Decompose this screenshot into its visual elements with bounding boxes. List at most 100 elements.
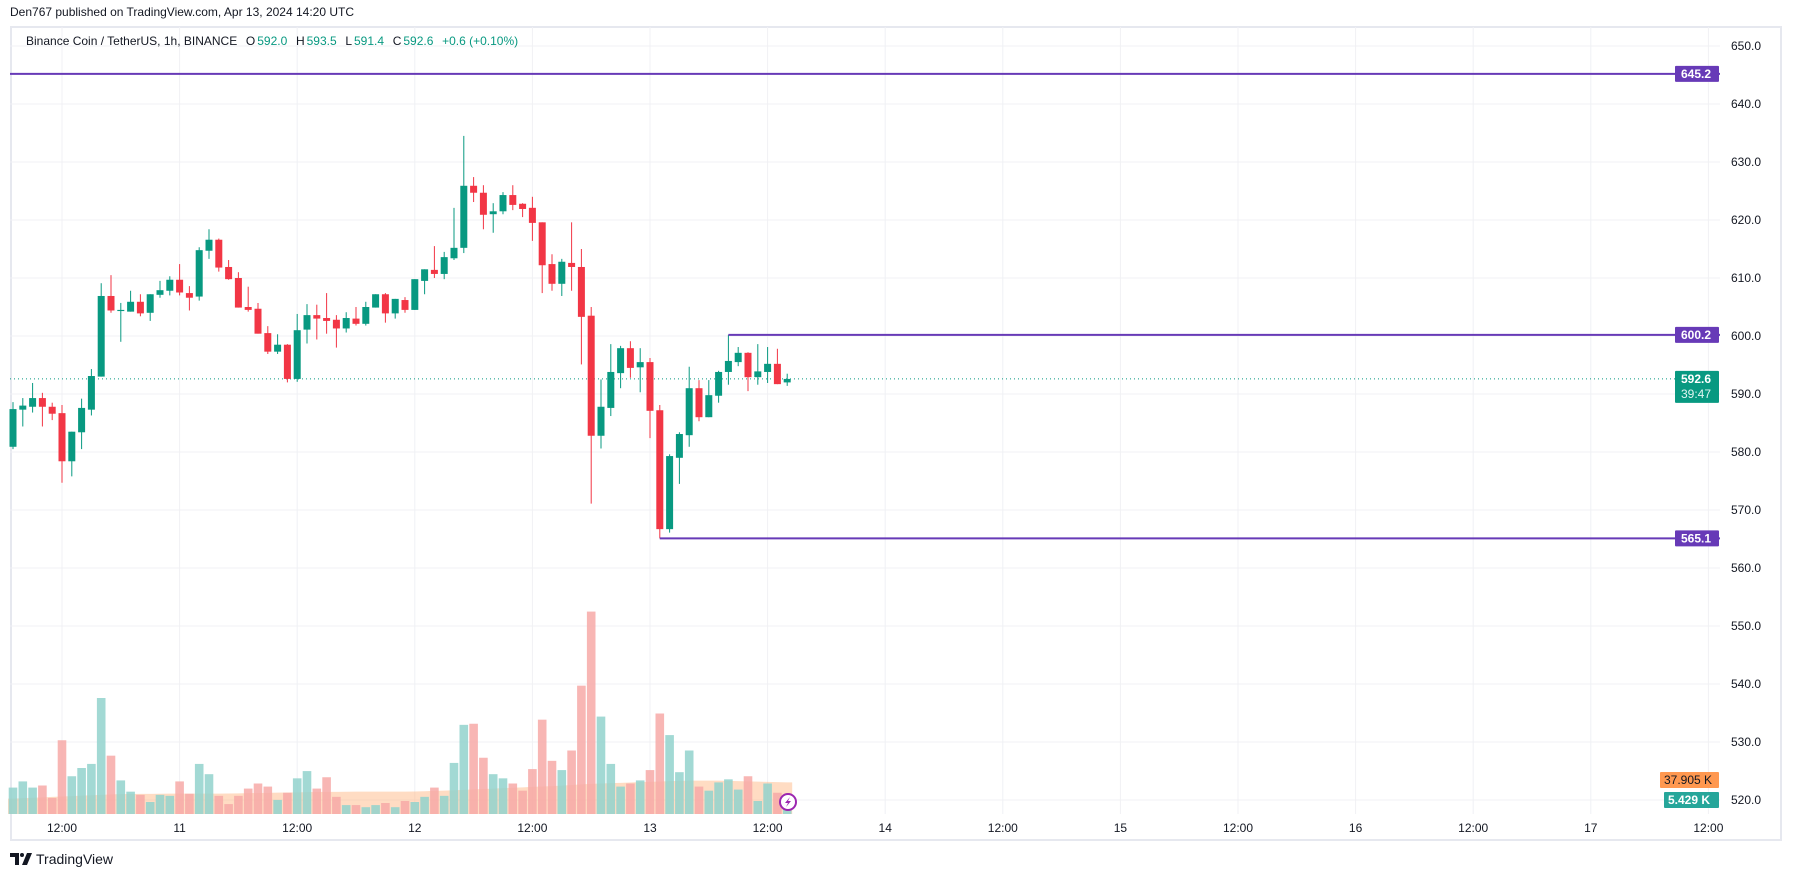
candle-down[interactable] — [587, 315, 595, 436]
candle-down[interactable] — [136, 301, 144, 314]
candle-down[interactable] — [381, 294, 389, 314]
candle-down[interactable] — [313, 315, 321, 319]
candle-up[interactable] — [783, 378, 791, 383]
candle-down[interactable] — [176, 279, 184, 293]
candle-down[interactable] — [626, 348, 634, 368]
tradingview-logo-icon — [10, 853, 32, 865]
candle-down[interactable] — [332, 319, 340, 329]
candle-up[interactable] — [754, 371, 762, 378]
volume-bar — [47, 797, 57, 814]
candle-up[interactable] — [675, 434, 683, 458]
candle-up[interactable] — [362, 307, 370, 324]
time-axis-label: 12:00 — [47, 821, 77, 835]
volume-bar — [381, 803, 390, 814]
candle-up[interactable] — [440, 257, 448, 274]
candle-down[interactable] — [38, 398, 46, 407]
candle-up[interactable] — [460, 185, 468, 248]
volume-bar — [547, 760, 557, 814]
candle-down[interactable] — [577, 266, 585, 317]
price-axis-label: 650.0 — [1731, 39, 1761, 53]
candle-down[interactable] — [107, 295, 115, 311]
candle-down[interactable] — [323, 318, 331, 321]
volume-bar — [567, 750, 576, 814]
candle-down[interactable] — [528, 207, 536, 223]
candle-up[interactable] — [734, 352, 742, 363]
candle-down[interactable] — [234, 278, 242, 308]
candle-up[interactable] — [156, 290, 164, 295]
candle-down[interactable] — [519, 203, 527, 209]
candle-up[interactable] — [68, 431, 76, 462]
candle-up[interactable] — [764, 363, 772, 372]
candle-down[interactable] — [264, 333, 272, 352]
candle-up[interactable] — [342, 318, 350, 329]
price-axis-label: 600.0 — [1731, 329, 1761, 343]
candle-up[interactable] — [450, 247, 458, 259]
candle-down[interactable] — [470, 185, 478, 193]
candle-down[interactable] — [185, 293, 193, 298]
candle-down[interactable] — [401, 300, 409, 310]
volume-bar — [449, 762, 459, 814]
symbol-title[interactable]: Binance Coin / TetherUS, 1h, BINANCE — [26, 34, 238, 48]
candle-up[interactable] — [411, 279, 419, 310]
candle-down[interactable] — [568, 262, 576, 267]
candle-up[interactable] — [97, 295, 105, 377]
candle-up[interactable] — [117, 309, 125, 312]
candle-down[interactable] — [283, 344, 291, 379]
candle-up[interactable] — [685, 388, 693, 436]
candle-down[interactable] — [656, 410, 664, 530]
candle-up[interactable] — [166, 279, 174, 291]
candle-up[interactable] — [195, 250, 203, 297]
candle-up[interactable] — [303, 315, 311, 330]
candle-up[interactable] — [617, 348, 625, 374]
candle-up[interactable] — [29, 398, 37, 407]
volume-current-label: 5.429 K — [1668, 793, 1710, 807]
candle-down[interactable] — [773, 363, 781, 385]
candle-up[interactable] — [666, 456, 674, 530]
candle-down[interactable] — [215, 239, 223, 268]
candle-up[interactable] — [87, 376, 95, 410]
tradingview-logo[interactable]: TradingView — [10, 851, 113, 867]
candle-up[interactable] — [489, 211, 497, 215]
candle-up[interactable] — [372, 294, 380, 308]
candle-down[interactable] — [352, 318, 360, 324]
candle-down[interactable] — [58, 413, 66, 462]
candle-up[interactable] — [19, 405, 27, 410]
candle-down[interactable] — [538, 222, 546, 266]
candle-up[interactable] — [499, 195, 507, 212]
candle-down[interactable] — [646, 362, 654, 411]
candle-up[interactable] — [724, 360, 732, 372]
volume-bar — [175, 781, 184, 814]
volume-bar — [635, 780, 645, 814]
time-axis-label: 17 — [1584, 821, 1598, 835]
candle-down[interactable] — [479, 192, 487, 215]
candle-down[interactable] — [254, 308, 262, 334]
candle-up[interactable] — [146, 294, 154, 313]
candle-down[interactable] — [744, 352, 752, 378]
candle-down[interactable] — [430, 269, 438, 274]
candle-up[interactable] — [127, 301, 135, 312]
candle-up[interactable] — [293, 330, 301, 379]
candle-down[interactable] — [695, 388, 703, 418]
candle-down[interactable] — [225, 266, 233, 280]
candle-down[interactable] — [48, 406, 56, 414]
candle-up[interactable] — [607, 371, 615, 408]
candle-up[interactable] — [705, 395, 713, 418]
candle-up[interactable] — [421, 269, 429, 281]
candle-down[interactable] — [548, 264, 556, 284]
candle-up[interactable] — [9, 409, 17, 447]
candle-up[interactable] — [636, 362, 644, 368]
volume-bar — [38, 785, 47, 814]
candle-up[interactable] — [715, 371, 723, 396]
candle-up[interactable] — [274, 344, 282, 352]
volume-bar — [665, 735, 674, 814]
volume-bar — [430, 787, 439, 814]
candle-down[interactable] — [509, 195, 517, 205]
candle-down[interactable] — [244, 307, 252, 310]
candle-up[interactable] — [597, 406, 605, 436]
candle-up[interactable] — [391, 298, 399, 314]
candle-up[interactable] — [558, 261, 566, 284]
candle-up[interactable] — [78, 407, 86, 433]
candle-up[interactable] — [205, 239, 213, 251]
volume-current-badge — [1664, 792, 1719, 808]
